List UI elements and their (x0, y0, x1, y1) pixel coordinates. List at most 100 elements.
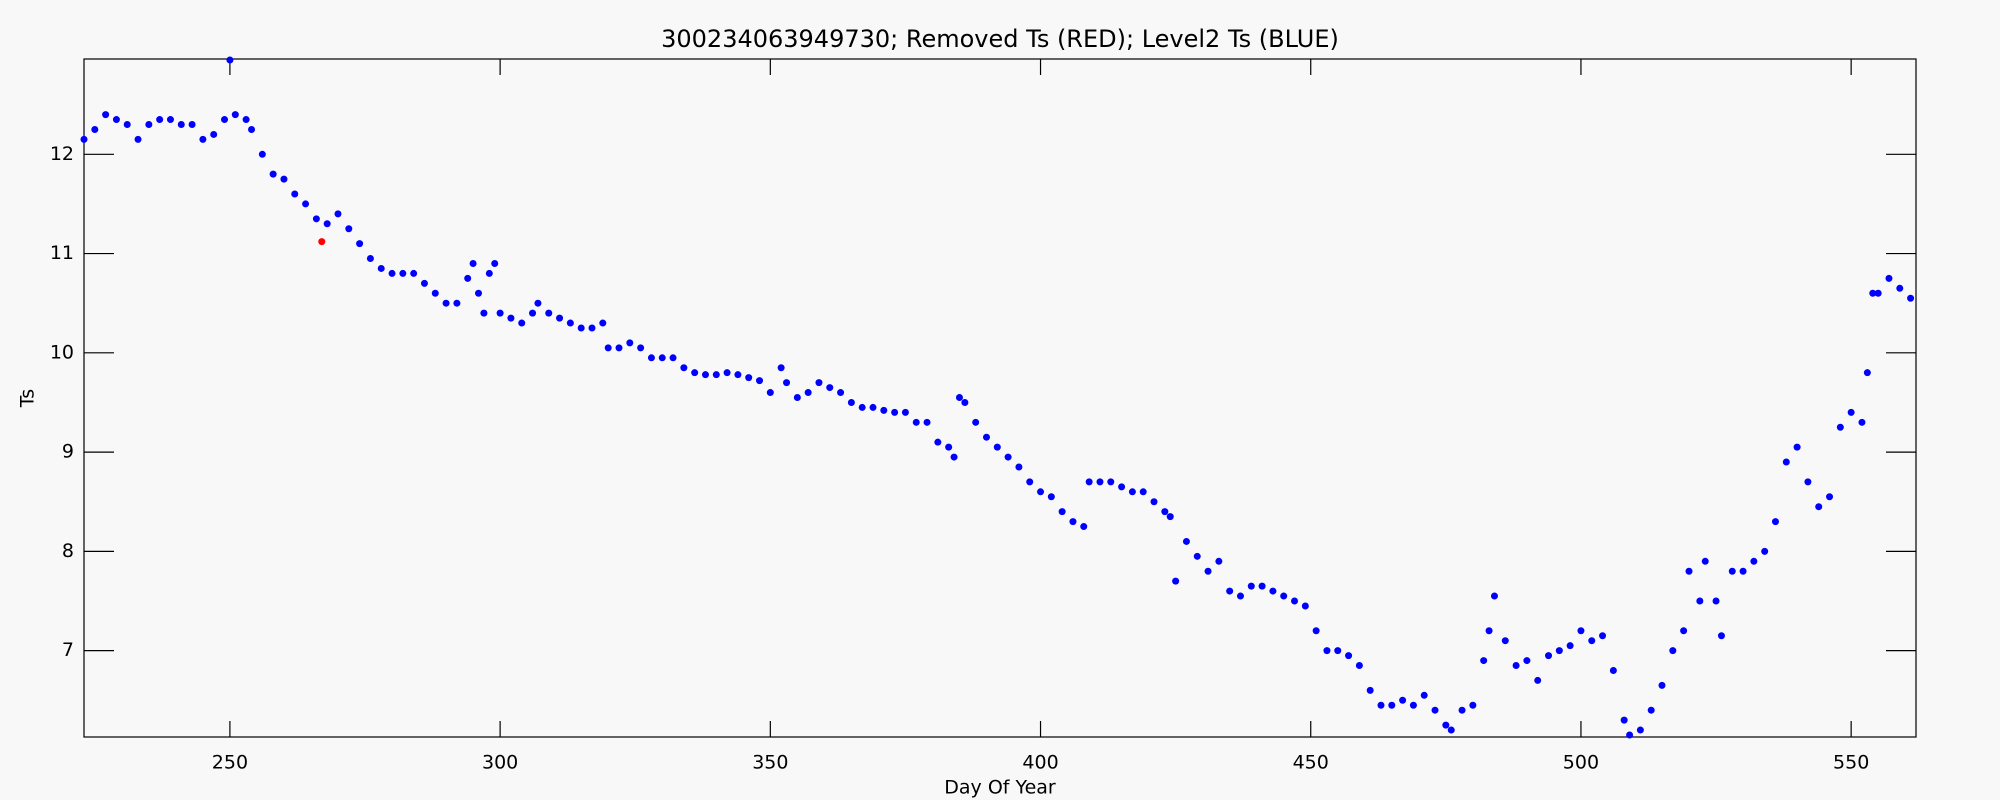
data-point (701, 371, 709, 379)
data-point (745, 374, 753, 382)
data-point (1312, 627, 1320, 635)
data-point (691, 369, 699, 377)
data-point (302, 200, 310, 208)
data-point (431, 289, 439, 297)
data-point (1647, 706, 1655, 714)
data-point (934, 438, 942, 446)
data-point (1291, 597, 1299, 605)
data-point (1696, 597, 1704, 605)
data-point (647, 354, 655, 362)
data-point (588, 324, 596, 332)
data-point (1658, 681, 1666, 689)
data-point (1577, 627, 1585, 635)
y-tick-label: 7 (62, 639, 74, 661)
data-point (1161, 508, 1169, 516)
data-point (480, 309, 488, 317)
data-point (1728, 567, 1736, 575)
data-point (469, 259, 477, 267)
data-point (356, 240, 364, 248)
data-point (156, 116, 164, 124)
data-point (658, 354, 666, 362)
data-point (91, 125, 99, 133)
data-point (1771, 518, 1779, 526)
data-point (1701, 557, 1709, 565)
data-point (1107, 478, 1115, 486)
data-point (993, 443, 1001, 451)
data-point (1847, 408, 1855, 416)
data-point (377, 264, 385, 272)
data-point (258, 150, 266, 158)
data-point (1409, 701, 1417, 709)
data-point (1609, 666, 1617, 674)
data-point (723, 369, 731, 377)
data-point (626, 339, 634, 347)
data-point (1712, 597, 1720, 605)
data-point (1907, 294, 1915, 302)
data-point (1858, 418, 1866, 426)
data-point (1469, 701, 1477, 709)
y-tick-label: 11 (50, 242, 74, 264)
data-point (901, 408, 909, 416)
data-point (950, 453, 958, 461)
data-point (1793, 443, 1801, 451)
data-point (210, 130, 218, 138)
data-point (199, 135, 207, 143)
x-tick-label: 350 (752, 752, 788, 774)
data-point (188, 121, 196, 129)
data-point (1139, 488, 1147, 496)
data-point (280, 175, 288, 183)
data-point (1085, 478, 1093, 486)
data-point (453, 299, 461, 307)
data-point (496, 309, 504, 317)
data-point (1388, 701, 1396, 709)
data-point (312, 215, 320, 223)
data-point (1247, 582, 1255, 590)
data-point (972, 418, 980, 426)
data-point (1096, 478, 1104, 486)
data-point (837, 389, 845, 397)
data-point (637, 344, 645, 352)
data-point (1761, 547, 1769, 555)
data-point (1399, 696, 1407, 704)
data-point (1669, 647, 1677, 655)
data-point (826, 384, 834, 392)
data-point (1128, 488, 1136, 496)
data-point (1717, 632, 1725, 640)
data-point (1480, 657, 1488, 665)
data-point (1874, 289, 1882, 297)
data-point (1750, 557, 1758, 565)
x-axis-label: Day Of Year (944, 777, 1056, 799)
data-point (680, 364, 688, 372)
y-tick-label: 10 (50, 341, 74, 363)
data-point (134, 135, 142, 143)
x-tick-label: 300 (482, 752, 518, 774)
data-point (1258, 582, 1266, 590)
data-point (102, 111, 110, 119)
data-point (1355, 662, 1363, 670)
data-point (1182, 537, 1190, 545)
data-point (248, 125, 256, 133)
data-point (1172, 577, 1180, 585)
data-point (1523, 657, 1531, 665)
data-point (442, 299, 450, 307)
data-point (1442, 721, 1450, 729)
data-point (1626, 731, 1634, 739)
data-point (545, 309, 553, 317)
data-point (221, 116, 229, 124)
data-point (604, 344, 612, 352)
data-point (1782, 458, 1790, 466)
data-point (1501, 637, 1509, 645)
data-point (1345, 652, 1353, 660)
data-point (1680, 627, 1688, 635)
data-point (804, 389, 812, 397)
data-point (858, 403, 866, 411)
data-point (1015, 463, 1023, 471)
data-point (1047, 493, 1055, 501)
data-point (491, 259, 499, 267)
data-point (1534, 676, 1542, 684)
data-point (269, 170, 277, 178)
data-point (1280, 592, 1288, 600)
data-point (1226, 587, 1234, 595)
data-point (1269, 587, 1277, 595)
